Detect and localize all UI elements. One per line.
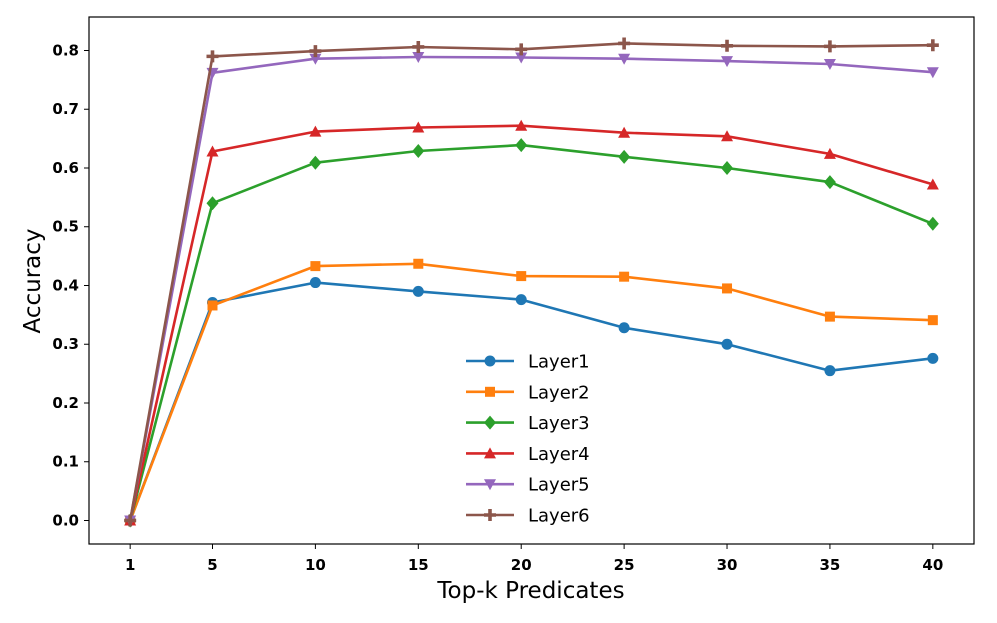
data-point-layer2 (824, 311, 835, 322)
legend-label-layer1: Layer1 (528, 352, 590, 373)
legend-marker-layer4 (484, 447, 496, 459)
data-point-layer3 (206, 196, 219, 211)
data-point-layer4 (206, 145, 219, 157)
data-point-layer1 (515, 294, 527, 306)
data-point-layer2 (310, 261, 321, 272)
y-tick-label: 0.5 (52, 218, 79, 236)
x-tick-label: 40 (922, 556, 943, 574)
legend-label-layer6: Layer6 (528, 506, 590, 527)
data-point-layer2 (722, 283, 733, 294)
data-point-layer5 (515, 52, 528, 64)
x-axis-label: Top-k Predicates (436, 578, 624, 604)
legend-item-layer1: Layer1 (466, 352, 590, 373)
data-point-layer1 (412, 285, 424, 297)
data-point-layer6 (124, 514, 137, 527)
data-point-layer5 (721, 56, 734, 68)
y-axis: 0.0 0.1 0.2 0.3 0.4 0.5 0.6 0.7 0.8 (52, 41, 89, 529)
legend: Layer1 Layer2 Layer3 Layer4 Layer5 Layer6 (466, 352, 590, 527)
data-point-layer5 (926, 67, 939, 79)
x-tick-label: 1 (125, 556, 135, 574)
series-layer2 (125, 258, 938, 526)
series-layer (124, 37, 939, 528)
data-point-layer3 (721, 160, 734, 175)
data-point-layer3 (823, 175, 836, 190)
legend-label-layer4: Layer4 (528, 444, 590, 465)
data-point-layer2 (619, 271, 630, 282)
legend-marker-layer5 (484, 479, 496, 491)
series-layer3 (124, 138, 939, 528)
data-point-layer1 (721, 338, 733, 350)
data-point-layer6 (823, 40, 836, 53)
series-layer1 (124, 277, 939, 526)
data-point-layer1 (927, 352, 939, 364)
x-tick-label: 5 (207, 556, 217, 574)
data-point-layer6 (721, 39, 734, 52)
data-point-layer6 (412, 40, 425, 53)
legend-marker-layer3 (484, 415, 496, 430)
data-point-layer6 (926, 39, 939, 52)
y-axis-label: Accuracy (20, 228, 46, 333)
x-tick-label: 15 (408, 556, 429, 574)
legend-marker-layer1 (484, 355, 496, 367)
x-tick-label: 30 (717, 556, 738, 574)
data-point-layer3 (309, 155, 322, 170)
data-point-layer5 (309, 53, 322, 65)
data-point-layer4 (823, 147, 836, 159)
legend-item-layer4: Layer4 (466, 444, 590, 465)
data-point-layer5 (823, 59, 836, 71)
plot-frame (88, 16, 975, 545)
y-tick-label: 0.1 (52, 453, 79, 471)
legend-marker-layer6 (484, 509, 497, 521)
data-point-layer1 (824, 365, 836, 377)
y-tick-label: 0.4 (52, 276, 79, 294)
legend-label-layer2: Layer2 (528, 382, 590, 403)
legend-label-layer3: Layer3 (528, 413, 590, 434)
data-point-layer4 (926, 178, 939, 190)
legend-item-layer6: Layer6 (466, 506, 590, 527)
data-point-layer5 (618, 53, 631, 65)
x-tick-label: 25 (614, 556, 635, 574)
legend-item-layer3: Layer3 (466, 413, 590, 434)
data-point-layer1 (618, 322, 630, 334)
data-point-layer2 (413, 258, 424, 269)
data-point-layer4 (412, 121, 425, 133)
data-point-layer4 (309, 125, 322, 137)
y-tick-label: 0.8 (52, 41, 79, 59)
x-tick-label: 10 (305, 556, 326, 574)
data-point-layer3 (926, 216, 939, 231)
data-point-layer4 (618, 126, 631, 138)
data-point-layer1 (309, 277, 321, 289)
data-point-layer3 (515, 138, 528, 153)
y-tick-label: 0.0 (52, 511, 79, 529)
data-point-layer4 (515, 119, 528, 131)
y-tick-label: 0.7 (52, 100, 79, 118)
legend-item-layer2: Layer2 (466, 382, 590, 403)
data-point-layer6 (618, 37, 631, 50)
data-point-layer3 (412, 143, 425, 158)
legend-item-layer5: Layer5 (466, 475, 590, 496)
data-point-layer6 (515, 43, 528, 56)
series-layer6 (124, 37, 939, 527)
y-tick-label: 0.3 (52, 335, 79, 353)
data-point-layer2 (516, 271, 527, 282)
x-axis: 1 5 10 15 20 25 30 35 40 (125, 544, 943, 574)
data-point-layer2 (927, 315, 938, 326)
series-layer5 (124, 51, 939, 527)
y-tick-label: 0.2 (52, 394, 79, 412)
y-tick-label: 0.6 (52, 159, 79, 177)
legend-label-layer5: Layer5 (528, 475, 590, 496)
data-point-layer5 (412, 51, 425, 63)
data-point-layer4 (721, 130, 734, 142)
data-point-layer2 (207, 300, 218, 311)
data-point-layer6 (206, 50, 219, 63)
legend-marker-layer2 (485, 386, 495, 397)
x-tick-label: 20 (511, 556, 532, 574)
data-point-layer3 (618, 149, 631, 164)
x-tick-label: 35 (819, 556, 840, 574)
data-point-layer6 (309, 45, 322, 58)
